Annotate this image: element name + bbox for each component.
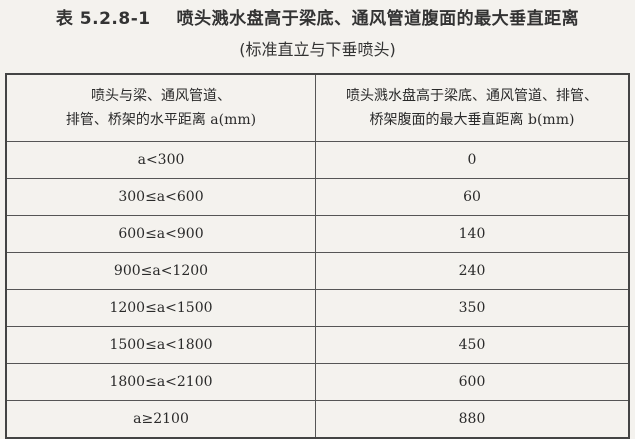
vertical-distance-cell: 140 [315,215,630,253]
horizontal-distance-cell: a≥2100 [5,400,316,439]
table-row: 600≤a<900 140 [5,215,630,253]
vertical-distance-cell: 240 [315,252,630,290]
table-row: 900≤a<1200 240 [5,252,630,290]
vertical-distance-cell: 450 [315,326,630,364]
horizontal-distance-cell: 600≤a<900 [5,215,316,253]
header-line: 喷头与梁、通风管道、 [91,88,231,104]
table-body: a<300 0 300≤a<600 60 600≤a<900 140 900≤a<1200 2… [5,141,630,439]
vertical-distance-cell: 880 [315,400,630,439]
header-horizontal-distance: 喷头与梁、通风管道、排管、桥架的水平距离 a(mm) [5,73,316,142]
horizontal-distance-cell: 1500≤a<1800 [5,326,316,364]
header-line: 桥架腹面的最大垂直距离 b(mm) [369,112,575,128]
horizontal-distance-cell: 1200≤a<1500 [5,289,316,327]
vertical-distance-cell: 350 [315,289,630,327]
table-row: 1200≤a<1500 350 [5,289,630,327]
vertical-distance-cell: 0 [315,141,630,179]
table-row: a<300 0 [5,141,630,179]
vertical-distance-cell: 600 [315,363,630,401]
distance-table: 喷头与梁、通风管道、排管、桥架的水平距离 a(mm) 喷头溅水盘高于梁底、通风管… [5,73,630,439]
table-row: 1800≤a<2100 600 [5,363,630,401]
horizontal-distance-cell: a<300 [5,141,316,179]
table-subtitle: (标准直立与下垂喷头) [239,40,396,59]
header-row: 喷头与梁、通风管道、排管、桥架的水平距离 a(mm) 喷头溅水盘高于梁底、通风管… [5,73,630,142]
horizontal-distance-cell: 300≤a<600 [5,178,316,216]
horizontal-distance-cell: 900≤a<1200 [5,252,316,290]
table-title-text: 喷头溅水盘高于梁底、通风管道腹面的最大垂直距离 [176,9,580,29]
header-vertical-distance: 喷头溅水盘高于梁底、通风管道、排管、 桥架腹面的最大垂直距离 b(mm) [315,73,630,142]
horizontal-distance-cell: 1800≤a<2100 [5,363,316,401]
table-row: 1500≤a<1800 450 [5,326,630,364]
header-line: 喷头溅水盘高于梁底、通风管道、排管、 [346,88,598,104]
header-line: 排管、桥架的水平距离 a(mm) [65,112,257,128]
table-row: 300≤a<600 60 [5,178,630,216]
vertical-distance-cell: 60 [315,178,630,216]
table-row: a≥2100 880 [5,400,630,439]
table-number: 表 5.2.8-1 [55,9,151,29]
table-title: 表 5.2.8-1 喷头溅水盘高于梁底、通风管道腹面的最大垂直距离 [0,4,635,29]
